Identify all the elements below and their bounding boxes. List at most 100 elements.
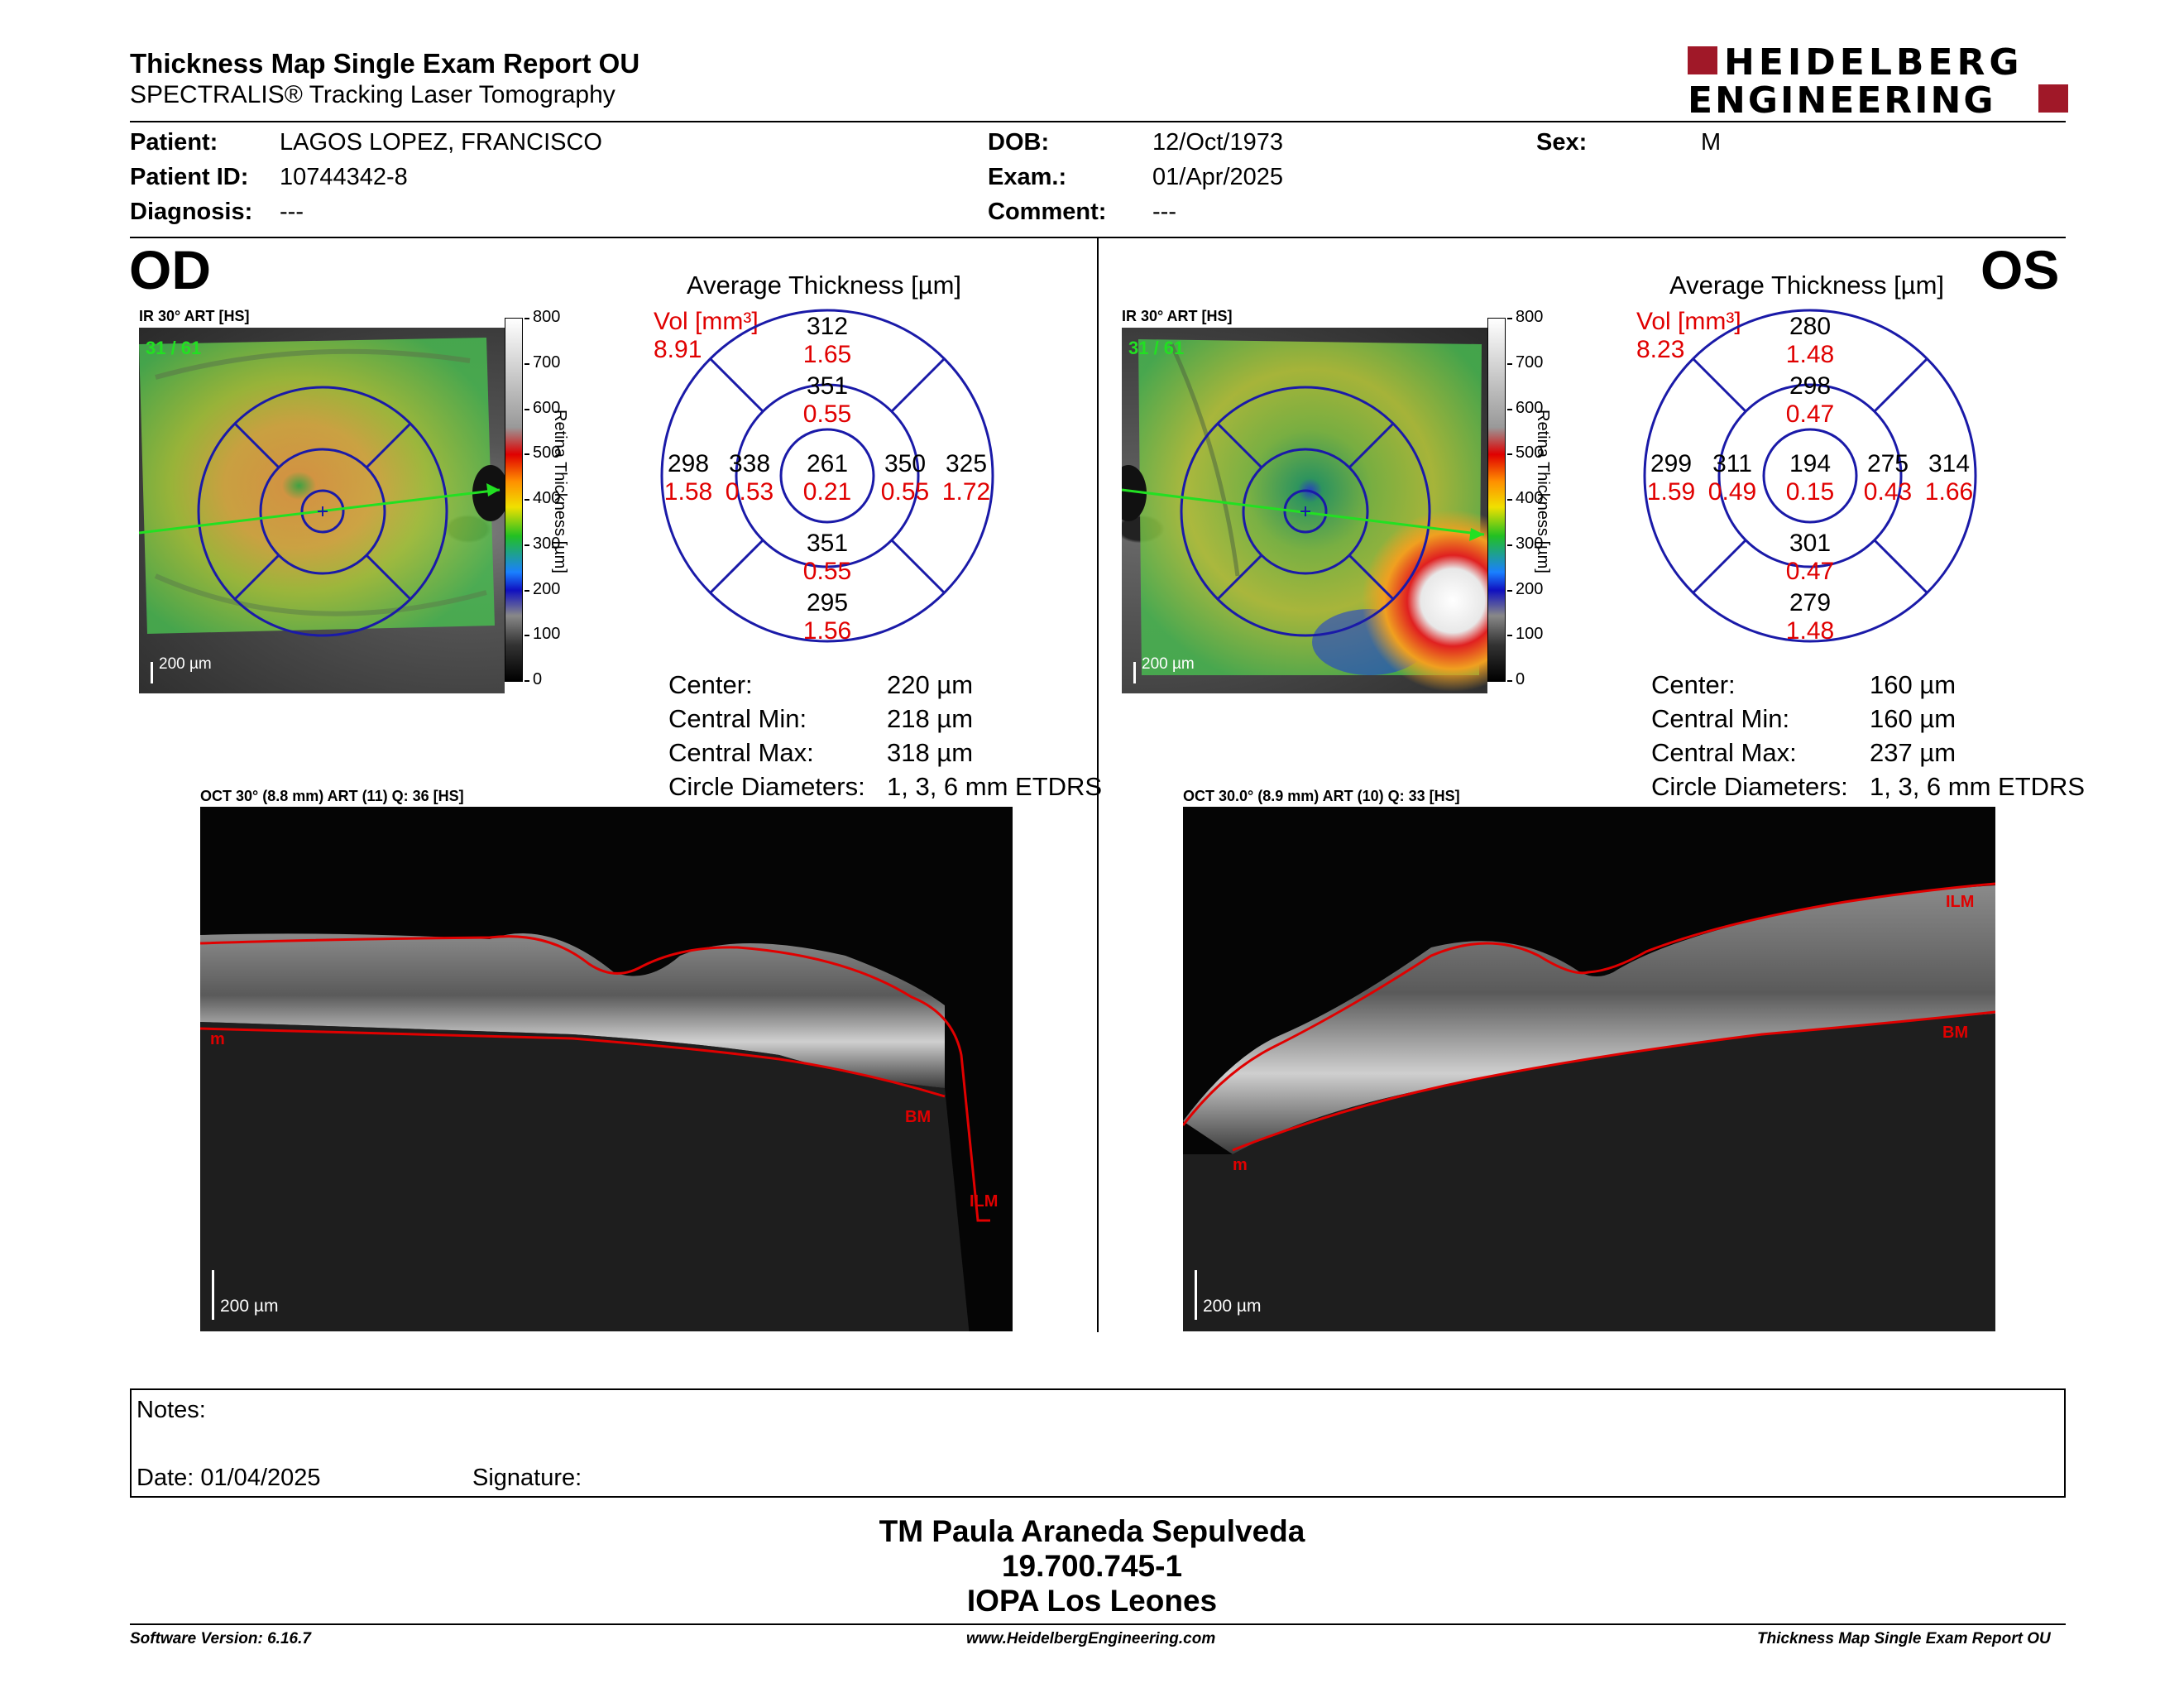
od-colorbar-tick-mark [524,362,529,365]
os-outer-left-volume: 1.59 [1646,478,1696,506]
os-oct-bm-label: BM [1942,1024,1969,1042]
od-center-label: Center: [668,670,753,699]
os-inner-bottom-volume: 0.47 [1785,558,1835,585]
od-colorbar-title: Retina Thickness [µm] [551,410,569,573]
od-center-thickness: 261 [806,450,849,477]
comment-label: Comment: [988,199,1107,225]
os-oct-m-label: m [1233,1156,1248,1174]
signature-stamp: TM Paula Araneda Sepulveda 19.700.745-1 … [678,1514,1506,1618]
od-colorbar-tick: 400 [533,489,561,507]
od-colorbar-tick: 700 [533,352,561,372]
os-inner-left-volume: 0.49 [1707,478,1757,506]
os-center-thickness: 194 [1789,450,1832,477]
os-outer-right-volume: 1.66 [1924,478,1974,506]
exam-label: Exam.: [988,164,1067,190]
os-inner-left-thickness: 311 [1712,450,1752,477]
os-central-min-value: 160 µm [1870,704,1956,733]
od-colorbar-tick: 600 [533,398,561,417]
os-colorbar-tick: 300 [1516,534,1544,553]
exam-value: 01/Apr/2025 [1152,164,1284,190]
od-colorbar-tick-mark [524,589,529,592]
notes-box[interactable]: Notes: Date: 01/04/2025 Signature: [130,1388,2066,1498]
od-colorbar [505,318,523,682]
os-outer-top-thickness: 280 [1789,313,1832,340]
os-central-max-value: 237 µm [1870,738,1956,767]
od-oct-scale: 200 µm [220,1297,279,1316]
od-ir-label: IR 30° ART [HS] [139,308,250,324]
os-oct-scale: 200 µm [1203,1297,1262,1316]
od-inner-bottom-thickness: 351 [806,530,849,557]
os-avg-title: Average Thickness [µm] [1669,271,1945,300]
od-outer-right-thickness: 325 [945,450,988,477]
od-outer-top-volume: 1.65 [802,341,852,368]
os-etdrs-grid [1643,309,1977,643]
header-divider [130,121,2066,122]
patient-name: LAGOS LOPEZ, FRANCISCO [280,129,602,156]
od-outer-left-thickness: 298 [667,450,710,477]
od-oct-ilm-label: ILM [970,1192,999,1211]
od-central-max-value: 318 µm [887,738,974,767]
logo-text-engineering: ENGINEERING [1688,79,1996,122]
dob-value: 12/Oct/1973 [1152,129,1283,156]
os-inner-right-thickness: 275 [1866,450,1909,477]
od-colorbar-tick: 100 [533,625,561,644]
od-inner-left-thickness: 338 [728,450,771,477]
od-fundus-scale: 200 µm [159,655,212,673]
os-outer-top-volume: 1.48 [1785,341,1835,368]
os-colorbar-tick-mark [1507,589,1512,592]
os-oct-label: OCT 30.0° (8.9 mm) ART (10) Q: 33 [HS] [1183,788,1460,804]
notes-label: Notes: [136,1397,206,1423]
logo-text-heidelberg: HEIDELBERG [1724,41,2024,84]
center-divider [1097,238,1099,1332]
os-colorbar-tick-mark [1507,362,1512,365]
os-colorbar-tick: 700 [1516,352,1544,372]
os-outer-right-thickness: 314 [1928,450,1971,477]
od-colorbar-tick-mark [524,408,529,410]
os-oct-ilm-label: ILM [1946,893,1975,911]
website-link[interactable]: www.HeidelbergEngineering.com [966,1630,1216,1647]
od-oct-scale-bar [212,1270,214,1320]
os-scale-bar [1133,662,1136,683]
od-oct-bscan: m BM ILM 200 µm [200,807,1013,1331]
os-inner-top-thickness: 298 [1789,372,1832,400]
od-central-min-value: 218 µm [887,704,974,733]
od-inner-left-volume: 0.53 [725,478,774,506]
os-circle-diameters-value: 1, 3, 6 mm ETDRS [1870,772,2086,801]
os-colorbar-tick: 200 [1516,579,1544,598]
od-colorbar-tick-mark [524,680,529,682]
os-colorbar-tick-mark [1507,408,1512,410]
od-colorbar-tick: 800 [533,308,561,326]
od-inner-bottom-volume: 0.55 [802,558,852,585]
od-oct-m-label: m [210,1030,225,1048]
od-colorbar-tick-mark [524,453,529,456]
os-colorbar-tick: 400 [1516,489,1544,507]
os-fundus-scale: 200 µm [1142,655,1195,673]
os-eye-label: OS [1980,239,2060,300]
os-colorbar-tick: 100 [1516,625,1544,644]
od-colorbar-tick-mark [524,318,529,319]
heidelberg-logo: HEIDELBERG ENGINEERING [1688,41,2068,122]
comment-value: --- [1152,199,1176,225]
od-colorbar-tick: 200 [533,579,561,598]
report-title: Thickness Map Single Exam Report OU [130,48,640,79]
od-colorbar-tick: 0 [533,670,543,688]
os-outer-bottom-volume: 1.48 [1785,617,1835,645]
od-fundus-image: 31 / 61 200 µm [139,328,505,693]
patient-divider [130,237,2066,238]
os-colorbar-tick-mark [1507,453,1512,456]
os-colorbar-tick: 800 [1516,308,1544,326]
os-colorbar-tick: 600 [1516,398,1544,417]
os-colorbar-tick-mark [1507,680,1512,682]
os-colorbar-tick: 500 [1516,444,1544,463]
os-oct-bscan: m BM ILM 200 µm [1183,807,1995,1331]
os-center-label: Center: [1651,670,1736,699]
od-inner-top-thickness: 351 [806,372,849,400]
os-inner-top-volume: 0.47 [1785,400,1835,428]
od-outer-bottom-thickness: 295 [806,589,849,616]
od-scan-index: 31 / 61 [146,338,202,358]
report-subtitle: SPECTRALIS® Tracking Laser Tomography [130,81,615,108]
patient-label: Patient: [130,129,218,156]
os-colorbar [1487,318,1506,682]
od-oct-bm-label: BM [905,1108,932,1126]
od-center-value: 220 µm [887,670,974,699]
